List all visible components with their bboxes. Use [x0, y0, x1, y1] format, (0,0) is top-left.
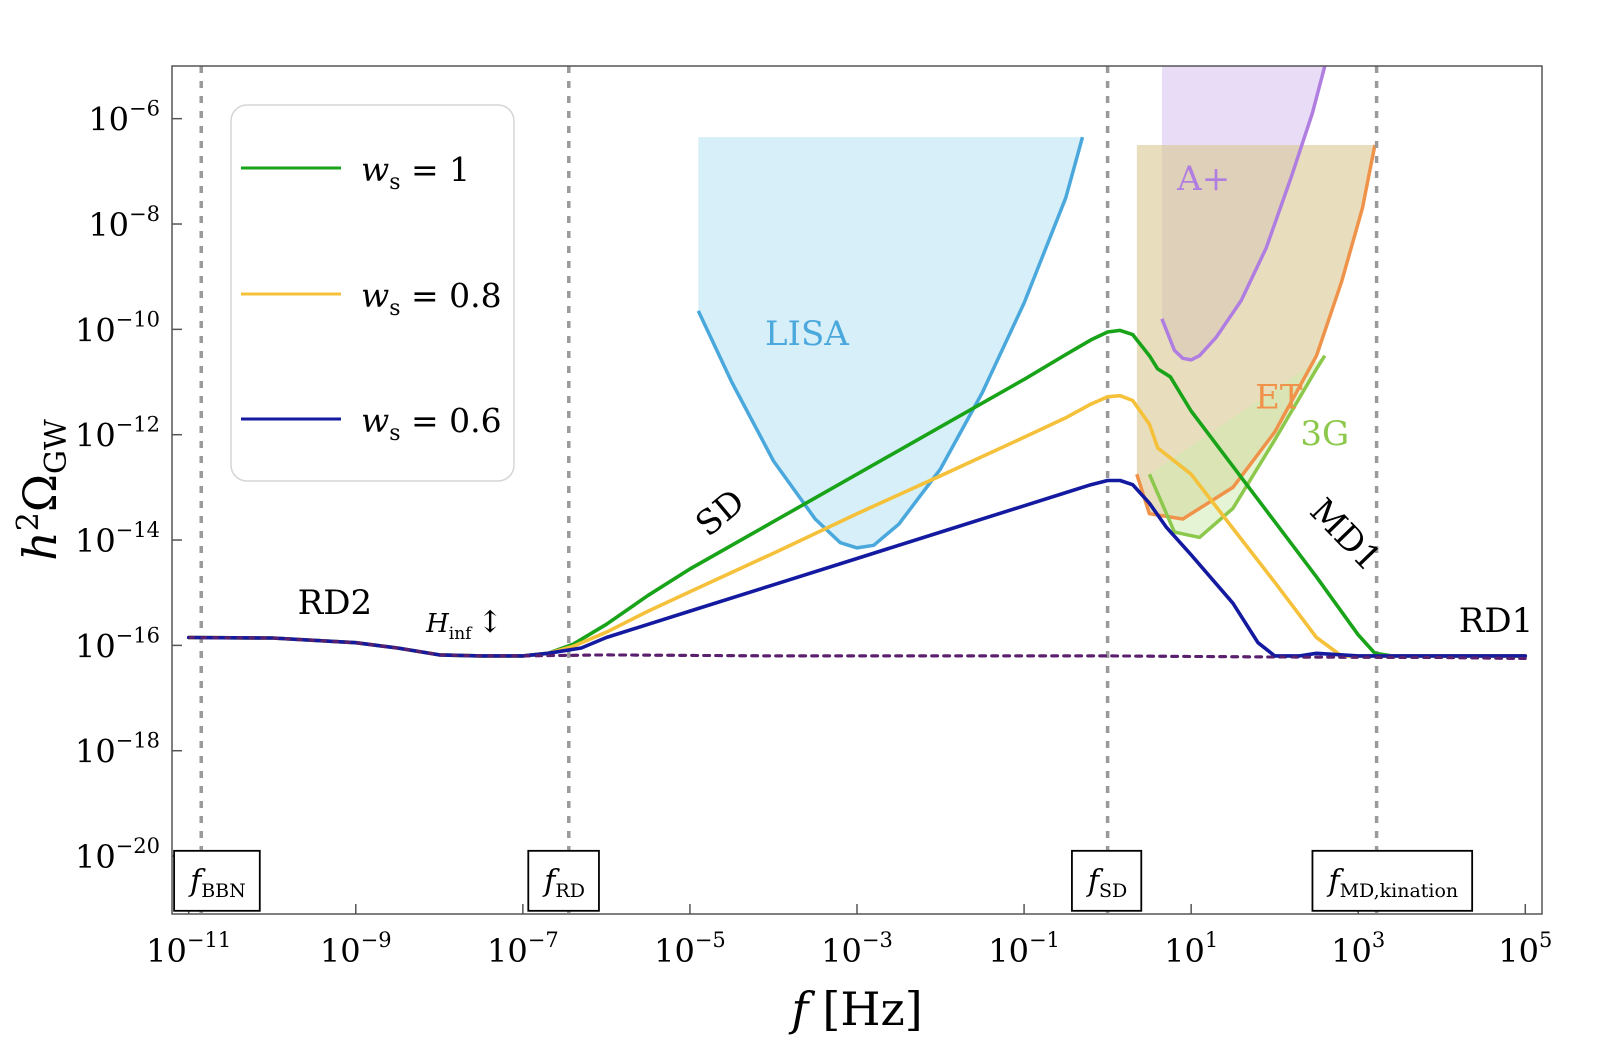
- f-sd-box: fSD: [1071, 849, 1143, 912]
- et-region: [1136, 145, 1377, 519]
- 3g-label: 3G: [1300, 414, 1349, 454]
- y-axis-label: h2ΩGW: [11, 419, 74, 561]
- lisa-region: [698, 137, 1083, 548]
- x-tick-label: 101: [1164, 928, 1218, 970]
- a-label: A+: [1176, 159, 1230, 199]
- x-tick-label: 10−7: [487, 928, 559, 970]
- f-md-kination-frame: [1311, 849, 1474, 912]
- y-tick-label: 10−8: [88, 202, 160, 244]
- f-md-kination-box: fMD,kination: [1311, 849, 1474, 912]
- series-standard-dashed-overlay: [188, 636, 1526, 660]
- transition-frequency-lines: [199, 66, 1379, 914]
- x-tick-label: 103: [1331, 928, 1385, 970]
- et-label: ET: [1255, 377, 1303, 417]
- x-tick-label: 10−9: [320, 928, 392, 970]
- x-tick-label: 10−5: [654, 928, 726, 970]
- f-rd-box: fRD: [527, 849, 600, 912]
- legend-box: [230, 104, 515, 482]
- detector-sensitivity-regions: [696, 66, 1377, 550]
- hinf-label: Hinf ↕: [425, 605, 503, 644]
- x-tick-label: 10−11: [146, 928, 231, 970]
- y-tick-label: 10−20: [75, 834, 160, 876]
- f-sd-label: fSD: [1086, 864, 1127, 902]
- spectrum-curves: [186, 328, 1528, 660]
- f-sd-frame: [1071, 849, 1143, 912]
- y-tick-label: 10−18: [75, 729, 160, 771]
- x-tick-label: 10−3: [821, 928, 893, 970]
- x-axis-label: f [Hz]: [788, 982, 922, 1036]
- x-tick-label: 105: [1498, 928, 1552, 970]
- y-tick-label: 10−12: [75, 413, 160, 455]
- f-rd-frame: [527, 849, 600, 912]
- 3g-region: [1149, 355, 1325, 538]
- legend-entry-ws-0-6: ws = 0.6: [361, 401, 502, 446]
- y-tick-label: 10−16: [75, 623, 160, 665]
- x-tick-label: 10−1: [988, 928, 1060, 970]
- rd1-label: RD1: [1459, 601, 1534, 641]
- lisa-label: LISA: [765, 314, 849, 354]
- a-sensitivity-curve: [1160, 66, 1327, 362]
- 3g-sensitivity-curve: [1147, 354, 1327, 540]
- legend-entry-ws-1: ws = 1: [361, 150, 470, 195]
- lisa-sensitivity-curve: [696, 136, 1085, 550]
- axis-ticks: 10−11 10−9 10−7 10−5 10−3 10−1 101 103 105 10−6 10…: [75, 97, 1552, 970]
- et-sensitivity-curve: [1135, 144, 1377, 521]
- y-tick-label: 10−6: [88, 97, 160, 139]
- y-tick-label: 10−14: [75, 518, 160, 560]
- y-tick-label: 10−10: [75, 307, 160, 349]
- f-bbn-frame: [173, 849, 261, 912]
- rd2-label: RD2: [298, 583, 373, 623]
- legend: ws = 1 ws = 0.8 ws = 0.6: [230, 104, 515, 482]
- f-bbn-box: fBBN: [173, 849, 261, 912]
- legend-entry-ws-0-8: ws = 0.8: [361, 276, 502, 321]
